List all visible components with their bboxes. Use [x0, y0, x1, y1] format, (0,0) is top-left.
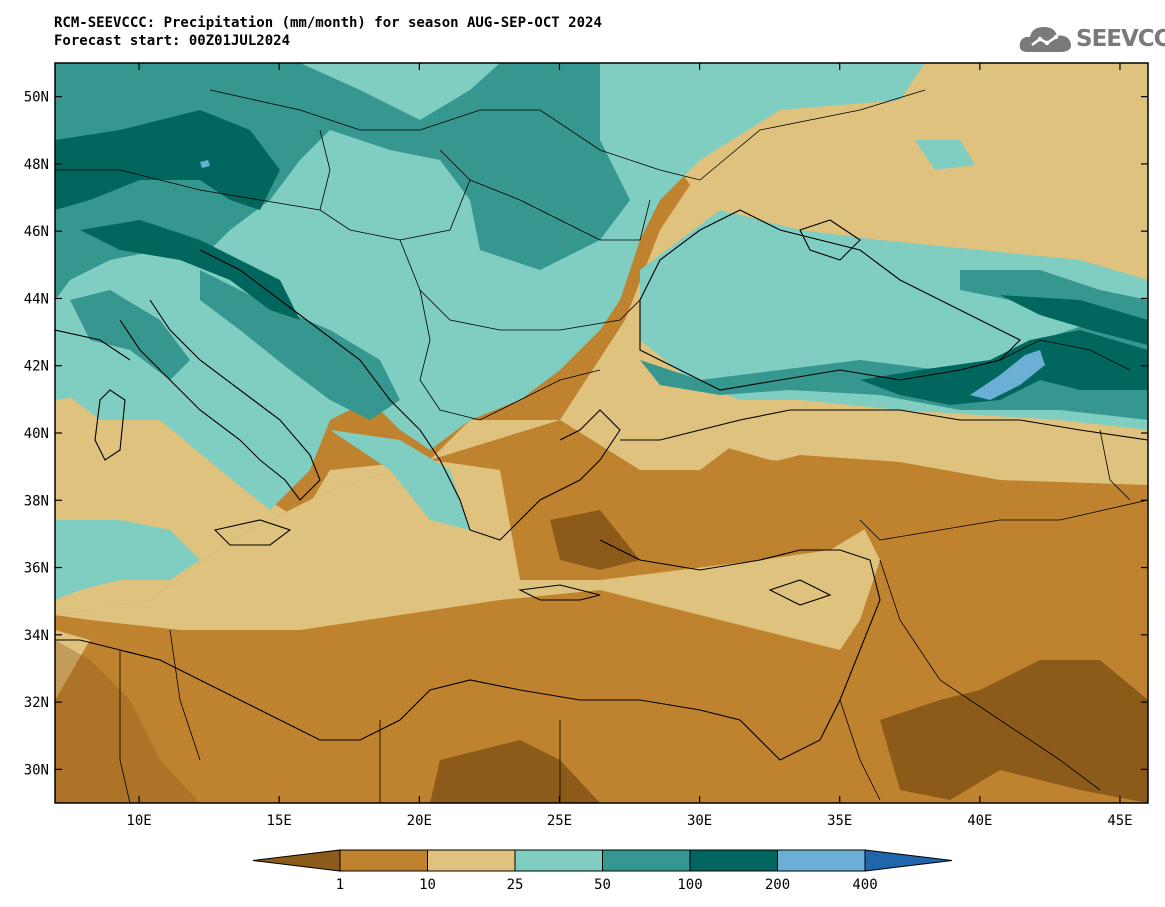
lat-tick-label: 34N [24, 628, 49, 644]
colorbar-swatch [514, 849, 603, 872]
precipitation-field [55, 63, 1148, 803]
latitude-axis: 50N 48N 46N 44N 42N 40N 38N 36N 34N 32N 30N [24, 90, 1148, 778]
colorbar-label: 50 [594, 877, 611, 893]
title-line-1: RCM-SEEVCCC: Precipitation (mm/month) fo… [54, 15, 602, 31]
lon-tick-label: 25E [547, 813, 572, 829]
title-line-2: Forecast start: 00Z01JUL2024 [54, 33, 291, 49]
logo-text: SEEVCCC [1076, 26, 1165, 52]
lat-tick-label: 38N [24, 493, 49, 509]
colorbar-swatch [602, 849, 691, 872]
colorbar-swatch [339, 849, 428, 872]
longitude-axis: 10E 15E 20E 25E 30E 35E 40E 45E [126, 63, 1133, 829]
colorbar-label: 10 [419, 877, 436, 893]
lat-tick-label: 30N [24, 762, 49, 778]
map-title: RCM-SEEVCCC: Precipitation (mm/month) fo… [54, 14, 602, 50]
colorbar-swatch [427, 849, 516, 872]
lat-tick-label: 42N [24, 359, 49, 375]
colorbar-swatch [689, 849, 778, 872]
lon-tick-label: 30E [687, 813, 712, 829]
colorbar-swatch [777, 849, 866, 872]
coastlines [55, 209, 1148, 761]
lon-tick-label: 35E [827, 813, 852, 829]
seevccc-logo: SEEVCCC [1018, 22, 1165, 56]
lat-tick-label: 48N [24, 157, 49, 173]
lat-tick-label: 50N [24, 90, 49, 106]
colorbar-lower-extend [252, 849, 341, 872]
lon-tick-label: 45E [1107, 813, 1132, 829]
lon-tick-label: 40E [967, 813, 992, 829]
lon-tick-label: 10E [126, 813, 151, 829]
colorbar-label: 200 [765, 877, 790, 893]
lon-tick-label: 15E [267, 813, 292, 829]
colorbar-label: 1 [336, 877, 344, 893]
cloud-icon [1019, 27, 1071, 52]
precip-200-400-region [970, 350, 1045, 400]
colorbar-label: 25 [507, 877, 524, 893]
lat-tick-label: 36N [24, 561, 49, 577]
precip-100-200-region [55, 110, 280, 210]
colorbar-label: 400 [852, 877, 877, 893]
colorbar-upper-extend [864, 849, 953, 872]
lon-tick-label: 20E [407, 813, 432, 829]
country-borders [55, 89, 1148, 803]
lat-tick-label: 44N [24, 291, 49, 307]
lat-tick-label: 32N [24, 695, 49, 711]
lat-tick-label: 46N [24, 224, 49, 240]
colorbar-label: 100 [677, 877, 702, 893]
lat-tick-label: 40N [24, 426, 49, 442]
